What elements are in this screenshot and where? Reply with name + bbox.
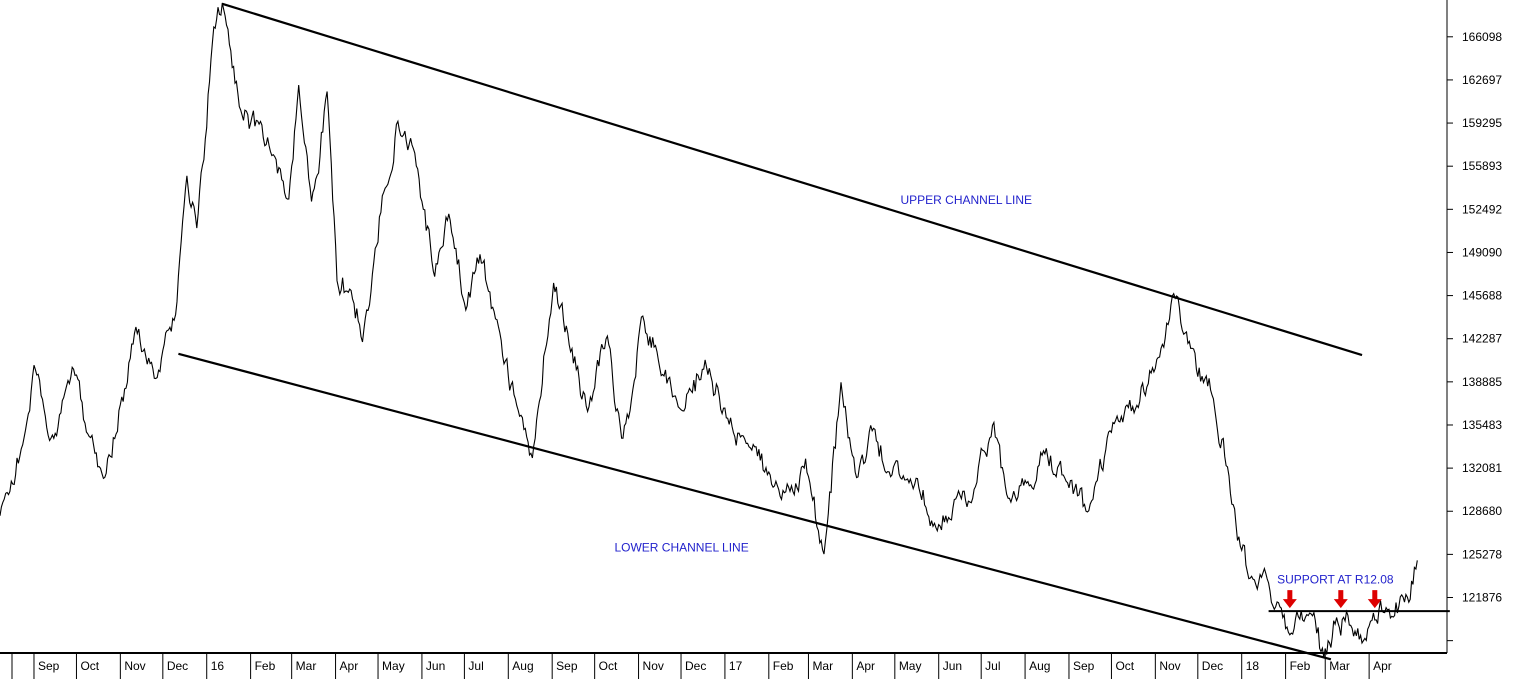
- x-tick-label: Apr: [856, 659, 875, 673]
- y-tick-label: 152492: [1462, 202, 1502, 216]
- annotations: UPPER CHANNEL LINE LOWER CHANNEL LINE SUPP…: [614, 193, 1394, 609]
- x-tick-label: 17: [729, 659, 743, 673]
- y-tick-label: 155893: [1462, 159, 1502, 173]
- support-arrow-icon: [1282, 590, 1297, 609]
- x-axis: Sep Oct Nov Dec 16 Feb Mar Apr May Jun Jul Aug Sep Oc…: [0, 652, 1447, 679]
- x-tick-label: Dec: [685, 659, 706, 673]
- x-tick-label: Jun: [426, 659, 445, 673]
- x-tick-label: Oct: [599, 659, 618, 673]
- y-tick-label: 166098: [1462, 30, 1502, 44]
- y-tick-label: 142287: [1462, 332, 1502, 346]
- x-tick-label: Aug: [512, 659, 533, 673]
- x-tick-label: Sep: [1073, 659, 1095, 673]
- x-tick-label: Apr: [1373, 659, 1392, 673]
- y-tick-label: 162697: [1462, 73, 1502, 87]
- x-tick-label: Sep: [556, 659, 578, 673]
- x-tick-label: Apr: [340, 659, 359, 673]
- upper-channel-line: [221, 2, 1363, 357]
- y-tick-label: 121876: [1462, 591, 1502, 605]
- y-tick-label: 132081: [1462, 461, 1502, 475]
- x-tick-label: May: [382, 659, 405, 673]
- x-tick-label: Nov: [1159, 659, 1180, 673]
- x-tick-label: May: [899, 659, 922, 673]
- y-tick-label: 159295: [1462, 116, 1502, 130]
- y-tick-label: 138885: [1462, 375, 1502, 389]
- support-arrow-icon: [1333, 590, 1348, 609]
- x-tick-label: Oct: [1115, 659, 1134, 673]
- x-tick-label: Aug: [1029, 659, 1050, 673]
- annotation-label: UPPER CHANNEL LINE: [900, 193, 1032, 207]
- x-tick-label: 18: [1246, 659, 1260, 673]
- y-tick-label: 145688: [1462, 289, 1502, 303]
- y-axis: 166098 162697 159295 155893 152492 149090 1456…: [1446, 0, 1502, 653]
- x-tick-label: Mar: [812, 659, 833, 673]
- lower-channel-line: [178, 352, 1332, 661]
- x-tick-label: Jul: [985, 659, 1000, 673]
- x-tick-label: Mar: [1329, 659, 1350, 673]
- y-tick-label: 128680: [1462, 504, 1502, 518]
- support-arrow-icon: [1367, 590, 1382, 609]
- x-tick-label: Sep: [38, 659, 60, 673]
- x-tick-label: Oct: [80, 659, 99, 673]
- x-tick-label: Jun: [943, 659, 962, 673]
- x-tick-label: Mar: [296, 659, 317, 673]
- annotation-label: LOWER CHANNEL LINE: [614, 541, 748, 555]
- x-tick-label: Feb: [1290, 659, 1311, 673]
- price-line: [0, 2, 1418, 658]
- y-tick-label: 149090: [1462, 245, 1502, 259]
- x-tick-label: Nov: [643, 659, 664, 673]
- x-tick-label: Feb: [255, 659, 276, 673]
- annotation-label: SUPPORT AT R12.08: [1277, 572, 1394, 586]
- plot-area: [0, 2, 1450, 661]
- x-tick-label: Nov: [124, 659, 145, 673]
- y-tick-label: 135483: [1462, 418, 1502, 432]
- y-tick-label: 125278: [1462, 547, 1502, 561]
- x-tick-label: Dec: [1202, 659, 1223, 673]
- x-tick-label: Dec: [167, 659, 188, 673]
- x-tick-label: Jul: [468, 659, 483, 673]
- x-tick-label: Feb: [773, 659, 794, 673]
- x-tick-label: 16: [211, 659, 225, 673]
